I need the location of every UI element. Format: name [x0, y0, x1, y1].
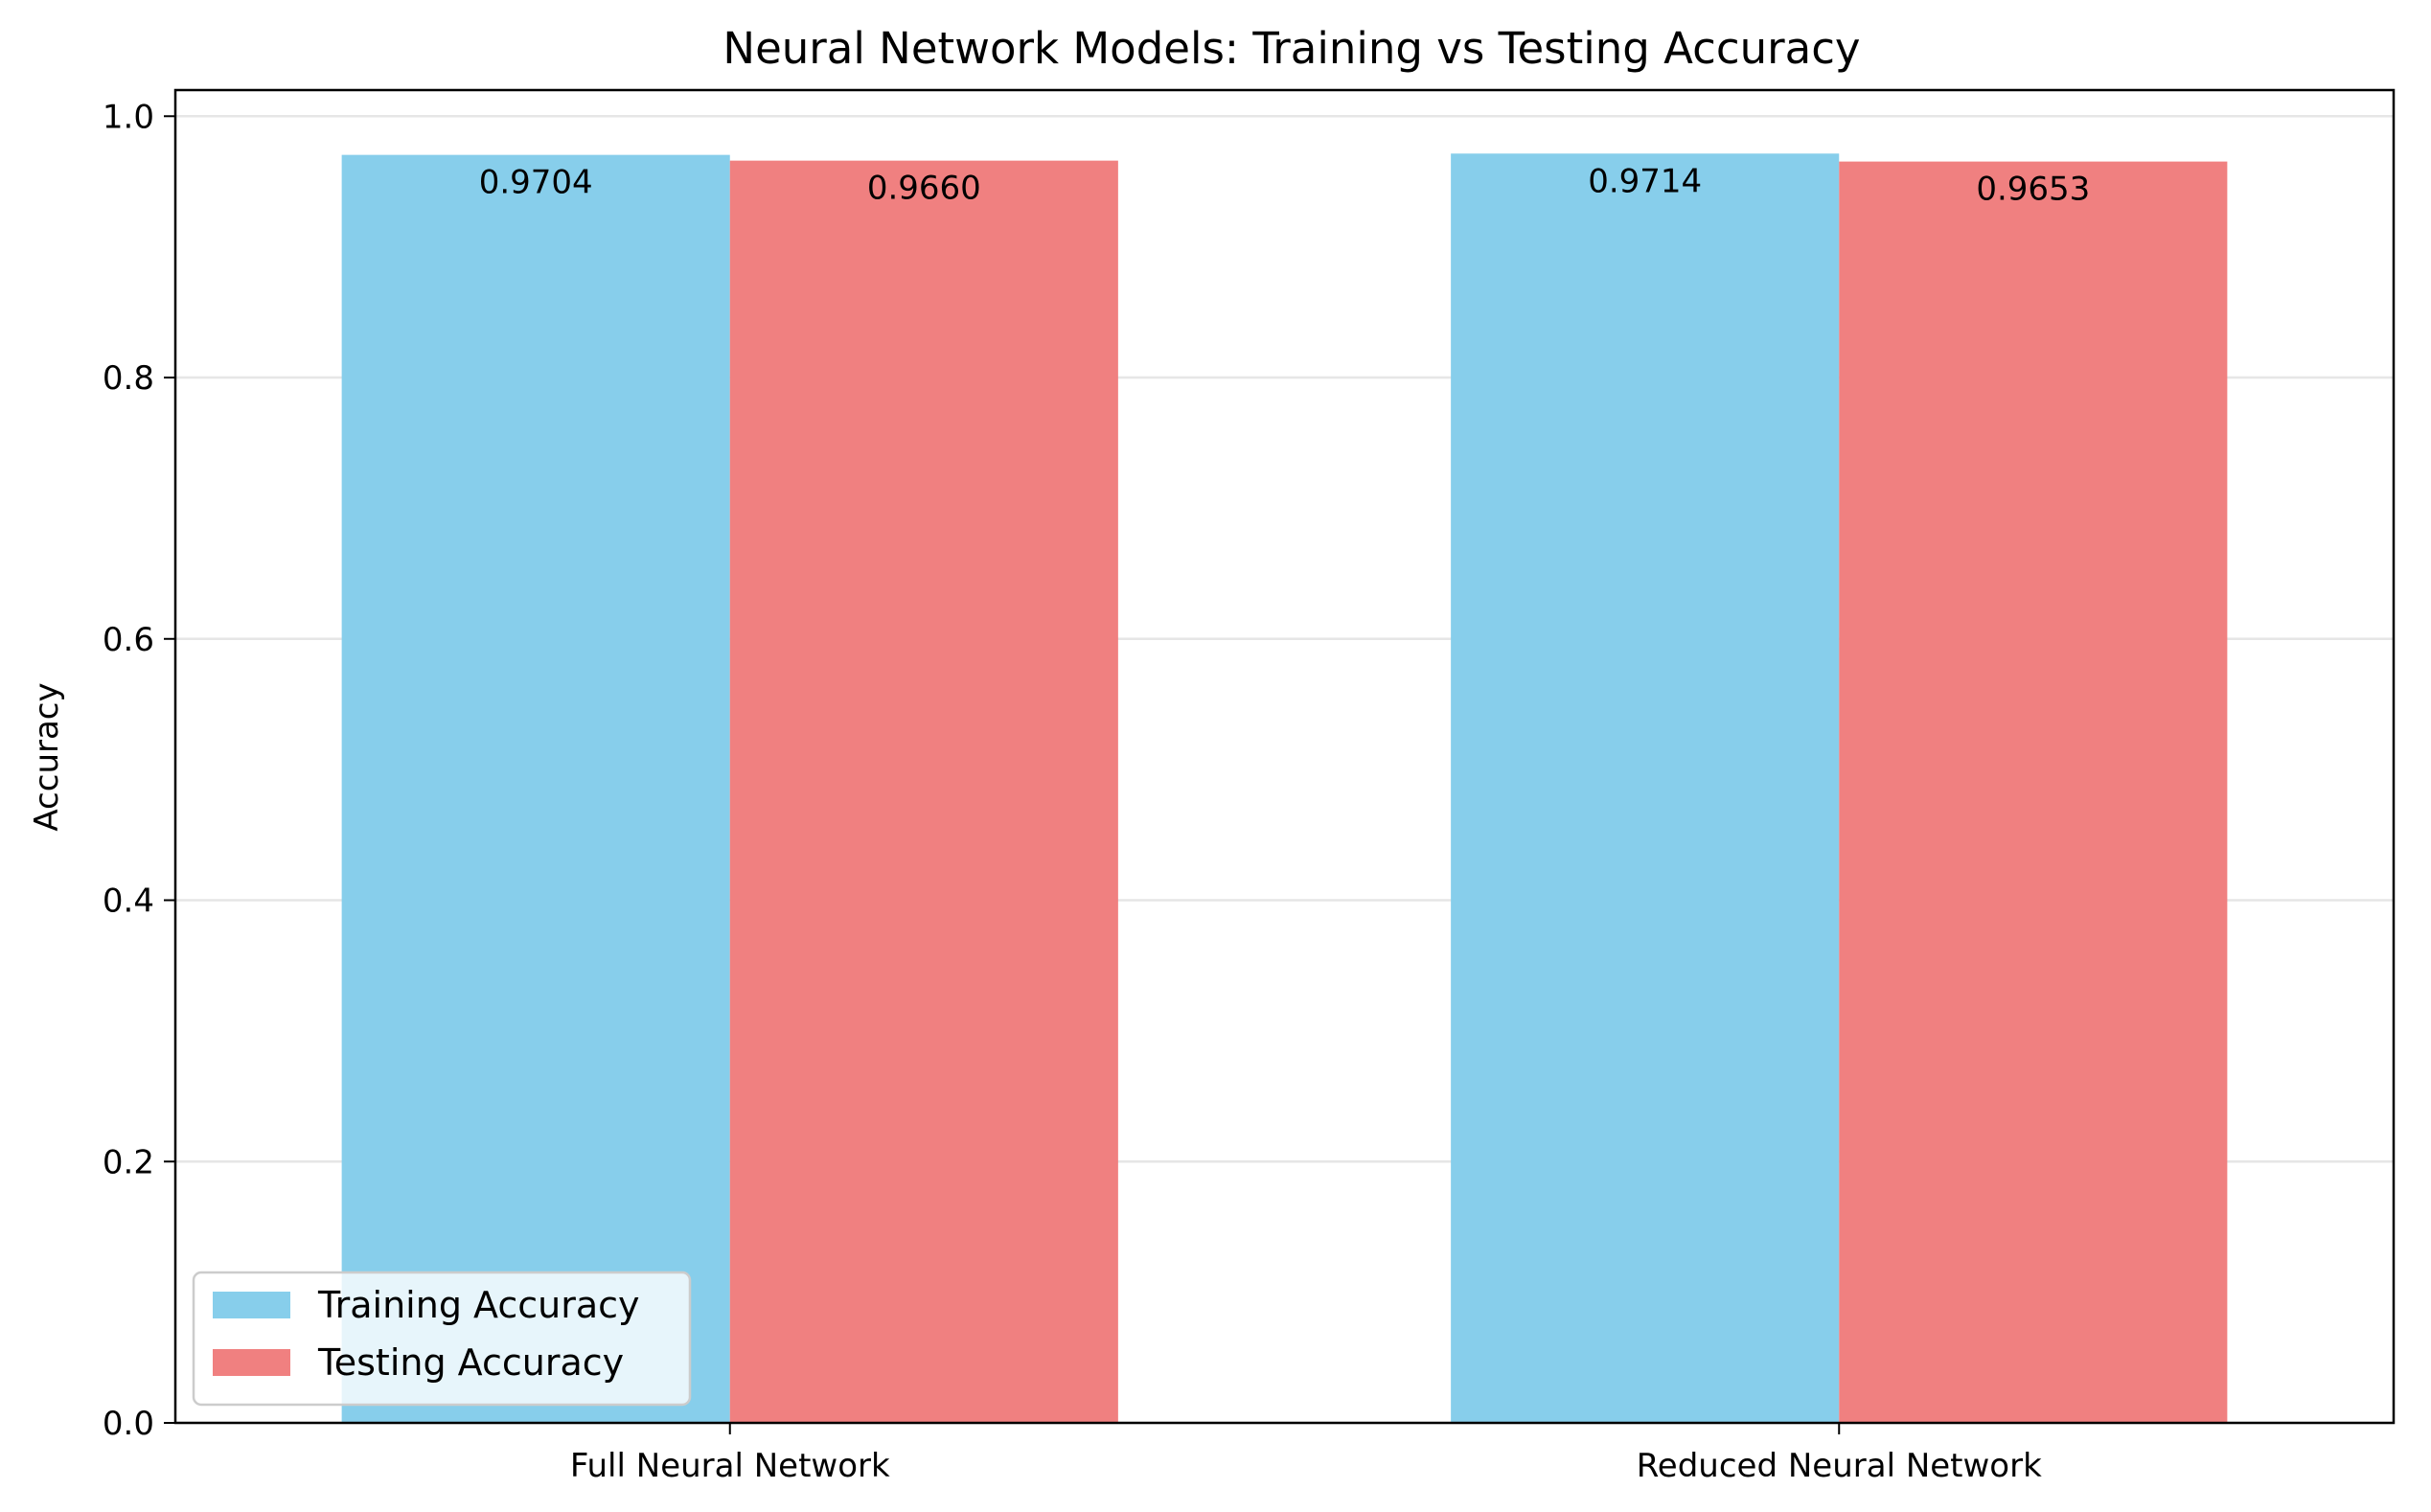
y-tick-label: 1.0	[103, 98, 154, 136]
y-tick-label: 0.4	[103, 882, 154, 921]
plot-frame	[173, 88, 2396, 1425]
legend-swatch	[213, 1292, 290, 1318]
y-axis-title: Accuracy	[28, 682, 66, 831]
y-tick-label: 0.6	[103, 621, 154, 659]
bars	[341, 153, 2228, 1424]
x-tick-label: Reduced Neural Network	[1637, 1447, 2042, 1485]
bar	[1839, 161, 2228, 1423]
bar-value-label: 0.9704	[479, 164, 593, 202]
y-tick-label: 0.8	[103, 359, 154, 398]
legend-label: Testing Accuracy	[317, 1341, 624, 1384]
axis-ticks: 0.0 0.2 0.4 0.6 0.8 1.0 Full Neural Network Red…	[103, 98, 2042, 1485]
legend: Training Accuracy Testing Accuracy	[192, 1271, 692, 1407]
bar	[729, 160, 1118, 1424]
y-tick-label: 0.2	[103, 1143, 154, 1181]
x-tick-label: Full Neural Network	[570, 1447, 890, 1485]
legend-label: Training Accuracy	[317, 1284, 640, 1326]
data-labels: 0.9704 0.9660 0.9714 0.9653	[479, 162, 2091, 208]
y-tick-label: 0.0	[103, 1405, 154, 1443]
chart-title: Neural Network Models: Training vs Testi…	[722, 23, 1860, 74]
legend-swatch	[213, 1349, 290, 1376]
bar	[341, 154, 730, 1424]
legend-box	[192, 1271, 692, 1407]
bar-value-label: 0.9653	[1976, 171, 2090, 209]
bar-value-label: 0.9714	[1588, 162, 1702, 200]
bar-value-label: 0.9660	[867, 170, 981, 208]
bar	[1451, 153, 1840, 1423]
